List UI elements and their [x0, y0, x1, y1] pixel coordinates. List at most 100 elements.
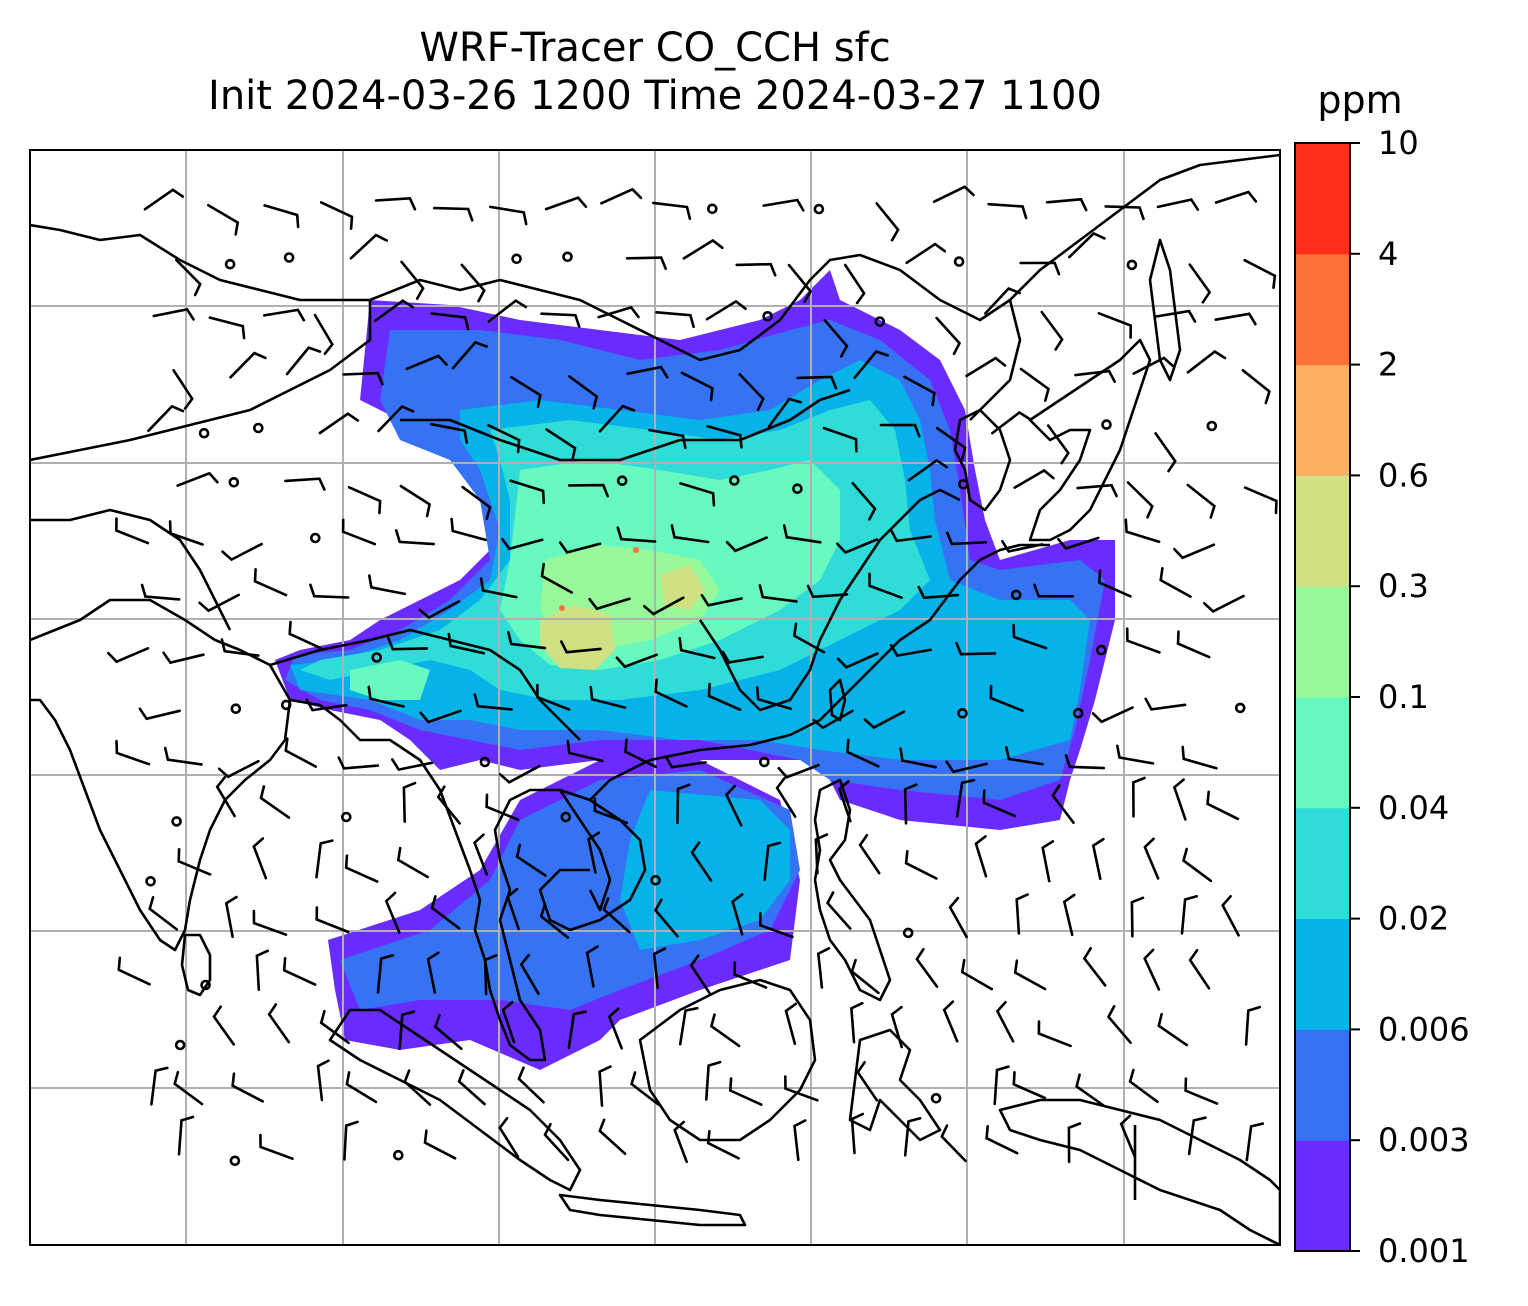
wind-barb [889, 529, 932, 543]
wind-barb [1116, 744, 1155, 765]
wind-barb [1130, 896, 1145, 938]
wind-barb [725, 536, 768, 553]
wind-barb [1180, 895, 1198, 935]
calm-wind-marker [280, 699, 292, 711]
wind-barb [989, 684, 1024, 712]
wind-barb [560, 640, 602, 654]
calm-wind-marker [650, 874, 661, 886]
wind-barb [948, 896, 968, 939]
coastline-java [558, 1193, 747, 1227]
wind-barb [648, 428, 687, 449]
colorbar-segment [1295, 253, 1350, 366]
wind-barb [368, 574, 407, 596]
wind-barb [450, 517, 487, 542]
wind-barb [598, 404, 636, 433]
wind-barb [782, 524, 822, 544]
wind-barb [107, 647, 150, 664]
wind-barb [1214, 312, 1257, 326]
wind-barb [626, 365, 669, 379]
border-central-asia [30, 508, 232, 631]
wind-barb [784, 1075, 819, 1102]
wind-barb [1041, 840, 1055, 883]
wind-barb [759, 912, 794, 939]
wind-barb [313, 313, 334, 355]
wind-barb [700, 593, 743, 607]
calm-wind-marker [953, 256, 965, 267]
calm-wind-marker [229, 1155, 241, 1167]
wind-barb [585, 945, 599, 988]
calm-wind-marker [957, 707, 968, 719]
coastline-japan [1028, 338, 1152, 542]
wind-barb [868, 572, 903, 599]
wind-barb [1068, 231, 1106, 259]
wind-barb [1154, 309, 1197, 323]
wind-barb [796, 375, 838, 390]
wind-barb [198, 593, 240, 613]
wind-barb [1154, 432, 1177, 473]
wind-barb [837, 780, 852, 823]
coastline-sumatra [328, 1008, 582, 1192]
colorbar-tick-label: 0.6 [1378, 456, 1429, 494]
wind-barb [1075, 1073, 1106, 1108]
wind-barb [1243, 258, 1277, 289]
wind-barb [1001, 539, 1044, 553]
wind-barb [598, 1118, 627, 1155]
wind-barb [836, 652, 879, 669]
wind-barb [391, 758, 434, 772]
calm-wind-marker [371, 652, 383, 663]
calm-wind-marker [874, 316, 886, 327]
wind-barb [430, 422, 468, 444]
wind-barb [539, 903, 570, 939]
wind-barb [117, 956, 151, 986]
wind-barb [479, 577, 518, 599]
wind-barb [259, 1133, 294, 1160]
calm-wind-marker [1206, 420, 1218, 432]
wind-barb [316, 1059, 330, 1102]
wind-barb [566, 739, 604, 763]
wind-barb [343, 1120, 359, 1161]
wind-barb [1091, 706, 1134, 724]
wind-barb [1243, 486, 1278, 515]
coastlines [30, 153, 1280, 1245]
wind-barb [853, 349, 889, 380]
wind-barb [545, 428, 577, 462]
wind-barb [905, 242, 947, 265]
wind-barb [473, 833, 489, 876]
wind-barb [1206, 790, 1240, 821]
calm-wind-marker [762, 310, 773, 322]
border-laos-vietnam [558, 789, 612, 912]
wind-barb [826, 891, 852, 930]
wind-barb [430, 312, 470, 331]
wind-barb [993, 1065, 1010, 1106]
wind-barb [690, 841, 713, 882]
title-line-2: Init 2024-03-26 1200 Time 2024-03-27 110… [208, 73, 1102, 119]
wind-barb [850, 1001, 864, 1044]
wind-barb [253, 568, 288, 597]
wind-barb [816, 947, 831, 989]
wind-barb [673, 1120, 688, 1164]
wind-barb [836, 538, 879, 555]
colorbar-unit: ppm [1317, 78, 1403, 122]
wind-barb [1188, 949, 1211, 990]
map-area [30, 150, 1280, 1245]
wind-barb [457, 1069, 486, 1106]
wind-barb [984, 286, 1021, 315]
wind-barb [676, 783, 691, 825]
wind-barb [1241, 369, 1271, 405]
field-hotspot [559, 605, 565, 611]
wind-barb [1244, 1005, 1262, 1046]
wind-barb [282, 957, 317, 986]
wind-barb [418, 600, 461, 620]
wind-barb [678, 1006, 699, 1046]
wind-barb [426, 951, 440, 994]
calm-wind-marker [758, 756, 770, 768]
wind-barb [1187, 1116, 1207, 1156]
wind-barb [1051, 784, 1075, 824]
graticule-lines [30, 150, 1280, 1245]
wind-barb [168, 520, 204, 546]
wind-barb [305, 698, 348, 712]
wind-barb [863, 710, 906, 730]
wind-barb [485, 793, 520, 821]
wind-barb [1181, 745, 1218, 770]
wind-barb [904, 850, 938, 880]
